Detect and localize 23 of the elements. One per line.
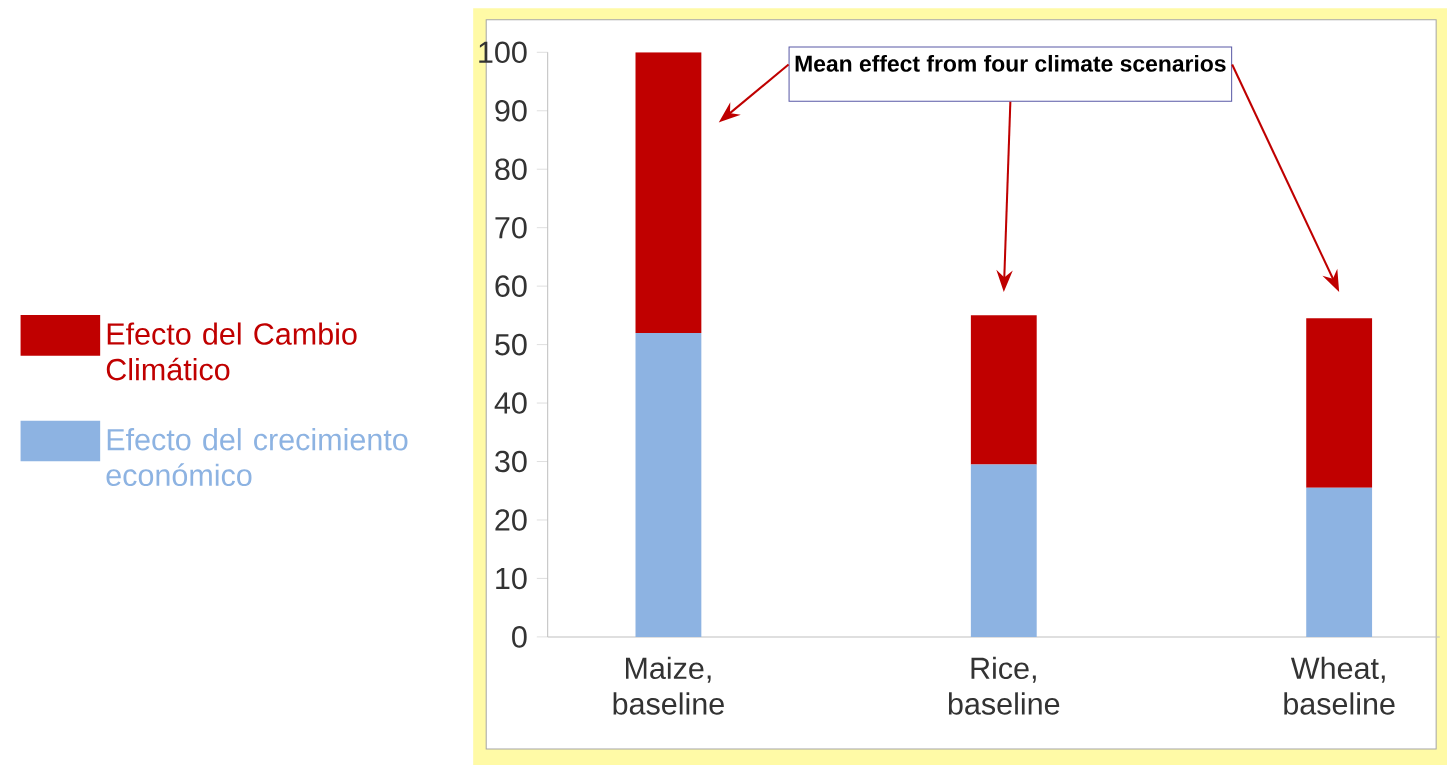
y-tick-label: 10 (496, 567, 527, 590)
x-tick-label: Wheat, baseline (1284, 656, 1395, 715)
bar (970, 464, 1037, 637)
y-tick-label: 50 (495, 333, 527, 356)
y-tick-label: 30 (495, 450, 527, 473)
bar (635, 332, 702, 637)
x-tick-label: Maize, baseline (613, 656, 724, 715)
bar (635, 52, 702, 333)
bar (1306, 318, 1373, 488)
bar (1306, 487, 1373, 637)
y-tick-label: 20 (495, 509, 527, 531)
y-tick-label: 60 (495, 275, 527, 297)
annotation: Mean effect from four climate scenarios (795, 54, 1226, 72)
y-tick-label: 100 (479, 41, 527, 64)
y-tick-label: 0 (512, 626, 527, 648)
y-tick-label: 90 (495, 99, 527, 122)
bar (970, 315, 1037, 465)
y-tick-label: 70 (495, 216, 527, 239)
y-tick-label: 80 (495, 158, 527, 181)
y-tick-label: 40 (494, 392, 527, 414)
legend-label: Efecto del Cambio Climático (106, 322, 357, 381)
x-tick-label: Rice, baseline (948, 656, 1060, 715)
legend-label: Efecto del crecimiento económico (106, 428, 408, 487)
